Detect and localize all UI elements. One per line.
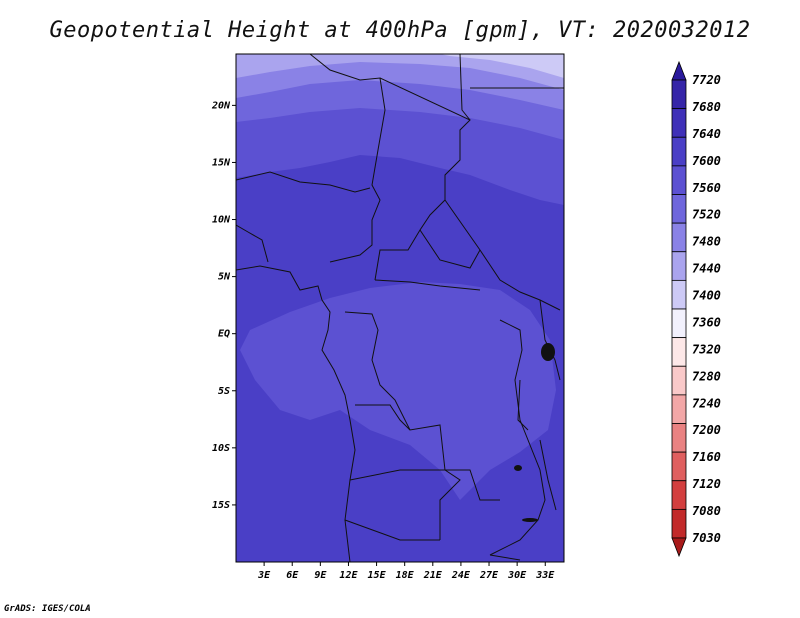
colorbar-label: 7520 bbox=[692, 208, 721, 222]
colorbar-label: 7440 bbox=[692, 262, 721, 276]
colorbar-top-arrow bbox=[671, 60, 687, 81]
colorbar-label: 7030 bbox=[692, 531, 721, 545]
colorbar-swatch bbox=[671, 451, 687, 482]
colorbar-label: 7640 bbox=[692, 127, 721, 141]
x-tick-label: 27E bbox=[479, 570, 499, 581]
y-tick-label: 15S bbox=[212, 500, 230, 511]
colorbar-swatch bbox=[671, 222, 687, 253]
colorbar-label: 7280 bbox=[692, 369, 721, 383]
x-tick-label: 15E bbox=[368, 570, 387, 581]
colorbar-swatch bbox=[671, 136, 687, 167]
central-patch-7600 bbox=[240, 282, 556, 500]
y-tick-label: 15N bbox=[212, 157, 231, 168]
x-tick-label: 18E bbox=[396, 570, 415, 581]
map-area bbox=[236, 54, 564, 562]
colorbar-swatch bbox=[671, 194, 687, 224]
colorbar-label: 7480 bbox=[692, 235, 721, 249]
x-tick-label: 12E bbox=[339, 570, 358, 581]
colorbar-label: 7560 bbox=[692, 181, 721, 195]
colorbar-swatch bbox=[671, 480, 687, 510]
map-frame bbox=[235, 53, 565, 563]
x-tick-label: 9E bbox=[314, 570, 327, 581]
colorbar-swatch bbox=[671, 508, 687, 539]
colorbar-label: 7080 bbox=[692, 504, 721, 518]
colorbar-label: 7720 bbox=[692, 73, 721, 87]
x-tick-label: 6E bbox=[286, 570, 299, 581]
colorbar-label: 7240 bbox=[692, 396, 721, 410]
y-tick-label: 20N bbox=[211, 100, 231, 111]
colorbar-swatch bbox=[671, 423, 687, 453]
footer-credit: GrADS: IGES/COLA bbox=[4, 604, 91, 614]
colorbar-label: 7320 bbox=[692, 342, 721, 356]
colorbar-label: 7160 bbox=[692, 450, 721, 464]
colorbar-swatch bbox=[671, 308, 687, 339]
y-axis-ticks: 20N 15N 10N 5N EQ 5S 10S 15S bbox=[211, 100, 236, 511]
colorbar: 7720 7680 7640 7600 7560 7520 7480 7440 7400 7360… bbox=[671, 60, 721, 558]
colorbar-swatch bbox=[671, 279, 687, 310]
x-tick-label: 33E bbox=[535, 570, 555, 581]
y-tick-label: 5S bbox=[218, 386, 230, 397]
height-band-7440 bbox=[440, 54, 564, 78]
x-tick-label: 30E bbox=[507, 570, 527, 581]
x-tick-label: 24E bbox=[451, 570, 471, 581]
height-band-7480 bbox=[236, 54, 564, 90]
colorbar-swatch bbox=[671, 394, 687, 424]
x-tick-label: 3E bbox=[257, 570, 271, 581]
x-tick-label: 21E bbox=[423, 570, 443, 581]
colorbar-label: 7680 bbox=[692, 100, 721, 114]
colorbar-label: 7200 bbox=[692, 423, 721, 437]
colorbar-swatch bbox=[671, 165, 687, 195]
colorbar-label: 7120 bbox=[692, 477, 721, 491]
y-tick-label: 10S bbox=[212, 443, 230, 454]
colorbar-swatch bbox=[671, 337, 687, 367]
colorbar-label: 7600 bbox=[692, 154, 721, 168]
map-title: Geopotential Height at 400hPa [gpm], VT:… bbox=[49, 18, 751, 43]
colorbar-swatch bbox=[671, 108, 687, 138]
colorbar-swatch bbox=[671, 79, 687, 110]
y-tick-label: 10N bbox=[212, 215, 231, 226]
colorbar-label: 7360 bbox=[692, 315, 721, 329]
x-axis-ticks: 3E 6E 9E 12E 15E 18E 21E 24E 27E 30E 33E bbox=[257, 562, 555, 581]
colorbar-bottom-arrow bbox=[671, 537, 687, 558]
colorbar-swatch bbox=[671, 365, 687, 396]
colorbar-label: 7400 bbox=[692, 289, 721, 303]
colorbar-swatch bbox=[671, 251, 687, 281]
y-tick-label: 5N bbox=[218, 272, 231, 283]
lakes bbox=[514, 343, 555, 522]
y-tick-label: EQ bbox=[218, 329, 230, 340]
